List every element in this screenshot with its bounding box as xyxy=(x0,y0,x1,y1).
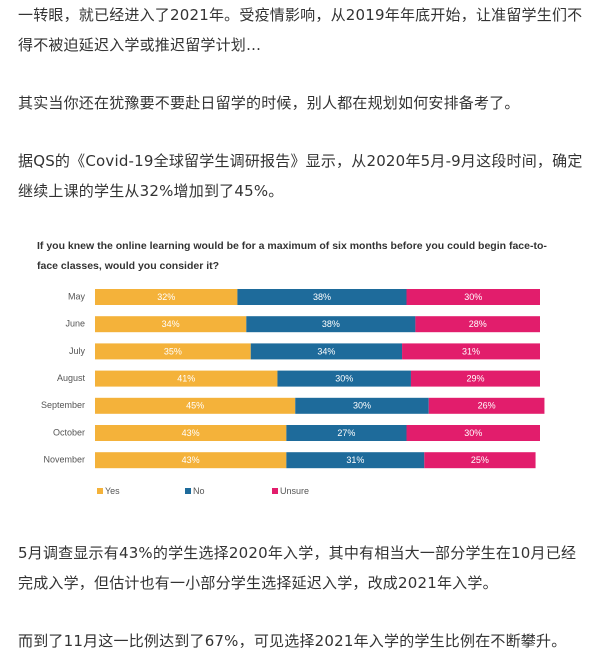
value-label: 25% xyxy=(471,455,489,465)
value-label: 27% xyxy=(337,428,355,438)
value-label: 30% xyxy=(335,373,353,383)
bar-segment xyxy=(286,452,425,469)
bar-segment xyxy=(95,343,251,360)
bar-segment xyxy=(406,425,540,441)
legend-swatch xyxy=(272,488,278,494)
bar-segment xyxy=(424,452,536,469)
paragraph: 而到了11月这一比例达到了67%，可见选择2021年入学的学生比例在不断攀升。 xyxy=(18,632,567,650)
bar-segment xyxy=(410,370,540,387)
value-label: 31% xyxy=(462,346,480,356)
y-tick-label: June xyxy=(65,319,85,329)
bar-segment xyxy=(428,397,545,414)
y-tick-label: May xyxy=(68,291,86,301)
bar-segment xyxy=(237,289,407,305)
bar-segment xyxy=(402,343,540,360)
value-label: 30% xyxy=(353,401,371,411)
legend-swatch xyxy=(185,488,191,494)
value-label: 34% xyxy=(317,346,335,356)
value-label: 30% xyxy=(464,428,482,438)
value-label: 43% xyxy=(182,455,200,465)
value-label: 34% xyxy=(162,319,180,329)
value-label: 31% xyxy=(346,455,364,465)
paragraph: 5月调查显示有43%的学生选择2020年入学，其中有相当大一部分学生在10月已经… xyxy=(18,544,577,592)
legend-swatch xyxy=(97,488,103,494)
y-tick-label: September xyxy=(41,400,85,410)
paragraph: 一转眼，就已经进入了2021年。受疫情影响，从2019年年底开始，让准留学生们不… xyxy=(18,6,583,54)
y-tick-label: August xyxy=(57,373,86,383)
bar-segment xyxy=(295,397,429,414)
bar-segment xyxy=(277,370,411,387)
value-label: 30% xyxy=(464,292,482,302)
legend-label: No xyxy=(193,486,205,496)
value-label: 26% xyxy=(478,401,496,411)
value-label: 38% xyxy=(322,319,340,329)
bar-segment xyxy=(415,316,540,333)
value-label: 28% xyxy=(469,319,487,329)
value-label: 29% xyxy=(466,373,484,383)
value-label: 41% xyxy=(177,373,195,383)
y-tick-label: November xyxy=(43,455,85,465)
bar-segment xyxy=(95,289,238,305)
bar-segment xyxy=(95,370,278,387)
legend-label: Unsure xyxy=(280,486,309,496)
bar-segment xyxy=(95,316,247,333)
value-label: 45% xyxy=(186,401,204,411)
bar-segment xyxy=(406,289,540,305)
chart-title: If you knew the online learning would be… xyxy=(37,240,547,272)
bar-segment xyxy=(246,316,416,333)
bar-segment xyxy=(286,425,407,441)
y-tick-label: July xyxy=(69,346,86,356)
value-label: 32% xyxy=(157,292,175,302)
bar-segment xyxy=(95,425,287,441)
paragraph: 其实当你还在犹豫要不要赴日留学的时候，别人都在规划如何安排备考了。 xyxy=(18,94,520,112)
value-label: 38% xyxy=(313,292,331,302)
bar-segment xyxy=(95,452,287,469)
y-tick-label: October xyxy=(53,427,85,437)
paragraph: 据QS的《Covid-19全球留学生调研报告》显示，从2020年5月-9月这段时… xyxy=(18,152,583,200)
bar-segment xyxy=(250,343,403,360)
bar-segment xyxy=(95,397,296,414)
legend-label: Yes xyxy=(105,486,120,496)
value-label: 43% xyxy=(182,428,200,438)
value-label: 35% xyxy=(164,346,182,356)
